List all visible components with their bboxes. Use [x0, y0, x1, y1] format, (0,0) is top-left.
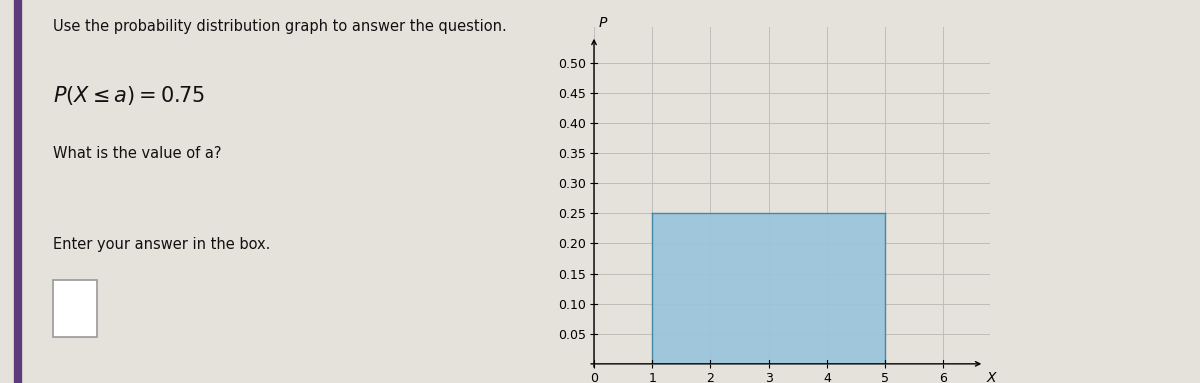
FancyBboxPatch shape	[53, 280, 97, 337]
Text: Enter your answer in the box.: Enter your answer in the box.	[53, 237, 270, 252]
Text: P: P	[599, 16, 607, 30]
Text: Use the probability distribution graph to answer the question.: Use the probability distribution graph t…	[53, 19, 506, 34]
Text: X: X	[988, 371, 996, 383]
Text: What is the value of a?: What is the value of a?	[53, 146, 222, 160]
Text: $P(X \leq a) = 0.75$: $P(X \leq a) = 0.75$	[53, 84, 205, 107]
